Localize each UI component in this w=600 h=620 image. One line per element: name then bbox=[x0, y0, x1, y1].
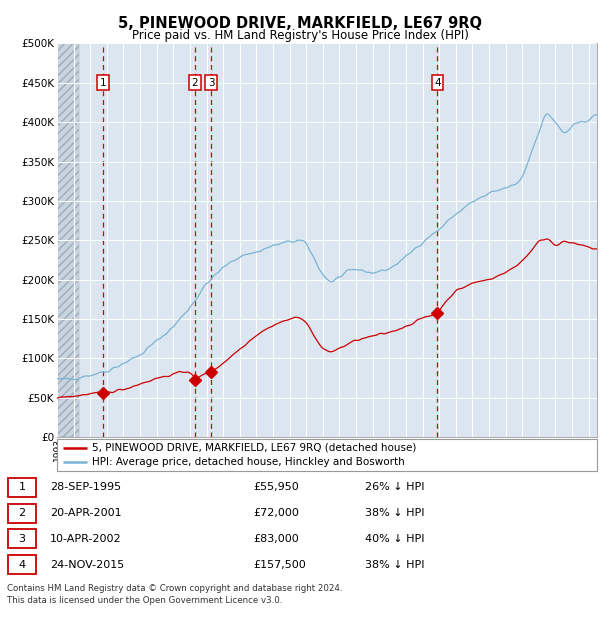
Text: 28-SEP-1995: 28-SEP-1995 bbox=[50, 482, 121, 492]
Text: 5, PINEWOOD DRIVE, MARKFIELD, LE67 9RQ: 5, PINEWOOD DRIVE, MARKFIELD, LE67 9RQ bbox=[118, 16, 482, 30]
Text: £55,950: £55,950 bbox=[253, 482, 299, 492]
Text: 2: 2 bbox=[191, 78, 198, 88]
Text: 1: 1 bbox=[19, 482, 25, 492]
Text: 26% ↓ HPI: 26% ↓ HPI bbox=[365, 482, 424, 492]
Text: 10-APR-2002: 10-APR-2002 bbox=[50, 534, 122, 544]
FancyBboxPatch shape bbox=[8, 503, 36, 523]
Text: 5, PINEWOOD DRIVE, MARKFIELD, LE67 9RQ (detached house): 5, PINEWOOD DRIVE, MARKFIELD, LE67 9RQ (… bbox=[92, 443, 416, 453]
Text: Price paid vs. HM Land Registry's House Price Index (HPI): Price paid vs. HM Land Registry's House … bbox=[131, 29, 469, 42]
FancyBboxPatch shape bbox=[8, 529, 36, 548]
Text: Contains HM Land Registry data © Crown copyright and database right 2024.: Contains HM Land Registry data © Crown c… bbox=[7, 584, 343, 593]
Text: 4: 4 bbox=[19, 560, 25, 570]
Text: 24-NOV-2015: 24-NOV-2015 bbox=[50, 560, 124, 570]
Text: 3: 3 bbox=[19, 534, 25, 544]
FancyBboxPatch shape bbox=[57, 439, 597, 471]
FancyBboxPatch shape bbox=[8, 555, 36, 574]
Text: 20-APR-2001: 20-APR-2001 bbox=[50, 508, 122, 518]
FancyBboxPatch shape bbox=[8, 478, 36, 497]
Text: £157,500: £157,500 bbox=[253, 560, 306, 570]
Text: £83,000: £83,000 bbox=[253, 534, 299, 544]
Text: 4: 4 bbox=[434, 78, 441, 88]
Bar bbox=[57, 43, 79, 437]
Text: 40% ↓ HPI: 40% ↓ HPI bbox=[365, 534, 424, 544]
Text: 38% ↓ HPI: 38% ↓ HPI bbox=[365, 560, 424, 570]
Text: 3: 3 bbox=[208, 78, 214, 88]
Text: HPI: Average price, detached house, Hinckley and Bosworth: HPI: Average price, detached house, Hinc… bbox=[92, 458, 405, 467]
Text: This data is licensed under the Open Government Licence v3.0.: This data is licensed under the Open Gov… bbox=[7, 596, 283, 606]
Text: 2: 2 bbox=[19, 508, 25, 518]
Text: £72,000: £72,000 bbox=[253, 508, 299, 518]
Text: 1: 1 bbox=[100, 78, 106, 88]
Text: 38% ↓ HPI: 38% ↓ HPI bbox=[365, 508, 424, 518]
